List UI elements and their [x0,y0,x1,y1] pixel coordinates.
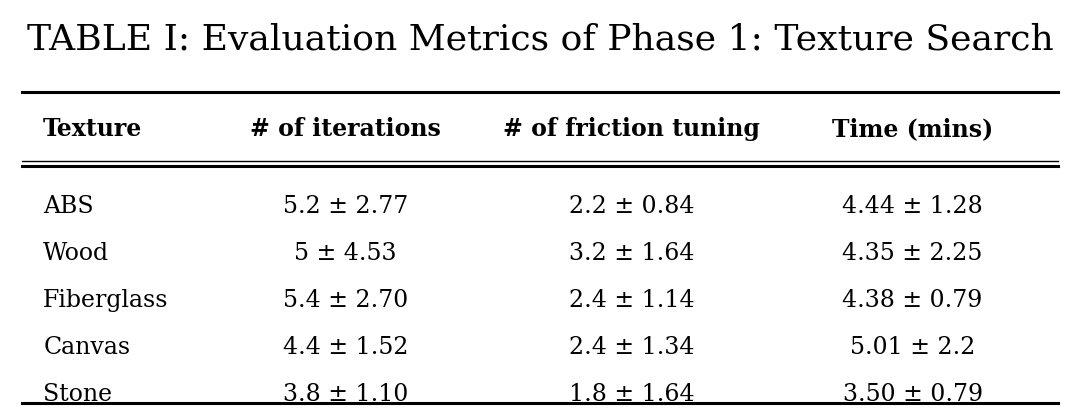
Text: 4.44 ± 1.28: 4.44 ± 1.28 [842,195,983,218]
Text: 5 ± 4.53: 5 ± 4.53 [295,242,396,265]
Text: Time (mins): Time (mins) [832,117,994,141]
Text: TABLE I: Evaluation Metrics of Phase 1: Texture Search: TABLE I: Evaluation Metrics of Phase 1: … [27,22,1053,56]
Text: Canvas: Canvas [43,336,131,359]
Text: 1.8 ± 1.64: 1.8 ± 1.64 [569,383,694,406]
Text: 2.2 ± 0.84: 2.2 ± 0.84 [569,195,694,218]
Text: 3.2 ± 1.64: 3.2 ± 1.64 [569,242,694,265]
Text: Wood: Wood [43,242,109,265]
Text: 4.4 ± 1.52: 4.4 ± 1.52 [283,336,408,359]
Text: # of friction tuning: # of friction tuning [503,117,760,141]
Text: 5.2 ± 2.77: 5.2 ± 2.77 [283,195,408,218]
Text: Texture: Texture [43,117,143,141]
Text: 4.35 ± 2.25: 4.35 ± 2.25 [842,242,983,265]
Text: Fiberglass: Fiberglass [43,289,168,312]
Text: 3.8 ± 1.10: 3.8 ± 1.10 [283,383,408,406]
Text: 5.4 ± 2.70: 5.4 ± 2.70 [283,289,408,312]
Text: ABS: ABS [43,195,94,218]
Text: 5.01 ± 2.2: 5.01 ± 2.2 [850,336,975,359]
Text: 3.50 ± 0.79: 3.50 ± 0.79 [842,383,983,406]
Text: 2.4 ± 1.34: 2.4 ± 1.34 [569,336,694,359]
Text: Stone: Stone [43,383,112,406]
Text: # of iterations: # of iterations [251,117,441,141]
Text: 4.38 ± 0.79: 4.38 ± 0.79 [842,289,983,312]
Text: 2.4 ± 1.14: 2.4 ± 1.14 [569,289,694,312]
